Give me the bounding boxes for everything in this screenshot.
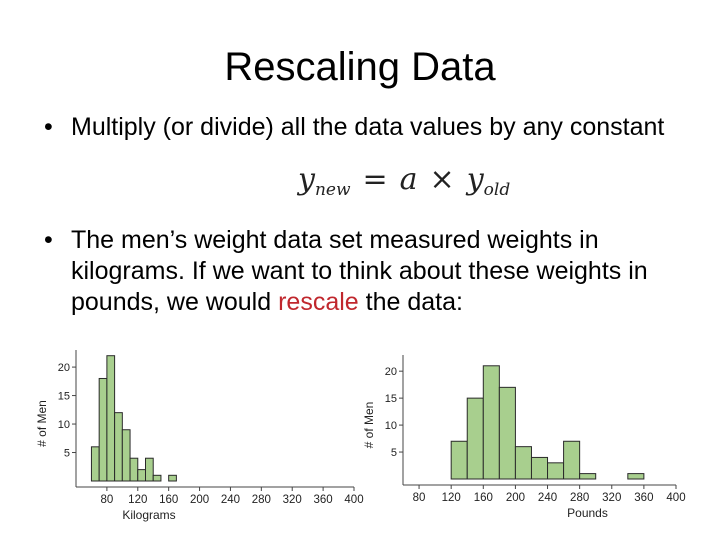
- x-tick-label: 360: [634, 492, 653, 504]
- x-tick-label: 120: [128, 494, 147, 506]
- y-tick-label: 5: [391, 447, 397, 459]
- x-tick-label: 200: [506, 492, 525, 504]
- histogram-bar: [98, 377, 108, 482]
- y-axis-label: # of Men: [362, 402, 376, 449]
- y-tick-label: 20: [58, 362, 70, 374]
- formula-lhs: y: [298, 162, 315, 197]
- x-tick-label: 400: [344, 494, 363, 506]
- histogram-bar: [137, 469, 147, 482]
- x-tick-label: 120: [442, 492, 461, 504]
- x-tick-label: 280: [570, 492, 589, 504]
- pounds-histogram: 5 10 15 20 80 120 160 200 240 280 320 360 400 Pounds #…: [362, 355, 686, 520]
- y-tick-label: 15: [385, 393, 397, 405]
- histogram-bar: [450, 440, 468, 480]
- x-tick-label: 280: [252, 494, 271, 506]
- histogram-bar: [106, 355, 116, 482]
- x-tick-label: 200: [190, 494, 209, 506]
- y-tick-label: 10: [58, 419, 70, 431]
- histogram-bar: [145, 457, 154, 482]
- formula-lhs-sub: new: [314, 180, 351, 200]
- x-tick-label: 400: [666, 492, 685, 504]
- bullet-text-pre: The men’s weight data set measured weigh…: [71, 226, 648, 316]
- histogram-bar: [627, 473, 645, 480]
- bullet-text: Multiply (or divide) all the data values…: [71, 113, 665, 141]
- bullet-text: The men’s weight data set measured weigh…: [71, 225, 696, 318]
- x-tick-label: 160: [474, 492, 493, 504]
- y-tick-label: 15: [58, 391, 70, 403]
- y-axis-label: # of Men: [35, 400, 49, 447]
- bullet-multiply: • Multiply (or divide) all the data valu…: [44, 112, 684, 182]
- y-tick-label: 5: [64, 448, 70, 460]
- x-tick-label: 80: [413, 492, 426, 504]
- x-tick-label: 320: [602, 492, 621, 504]
- rescale-formula: ynew = a × yold: [298, 160, 510, 210]
- x-tick-label: 240: [538, 492, 557, 504]
- histogram-bar: [129, 457, 139, 482]
- x-tick-label: 320: [283, 494, 302, 506]
- y-tick-label: 20: [385, 366, 397, 378]
- formula-times: ×: [429, 162, 455, 197]
- bullet-marker: •: [44, 226, 53, 254]
- histogram-bar: [168, 474, 177, 482]
- histogram-bar: [547, 462, 565, 480]
- formula-rhs-sub: old: [483, 180, 511, 200]
- rescale-highlight: rescale: [278, 288, 359, 316]
- slide-title: Rescaling Data: [224, 45, 496, 89]
- bullet-marker: •: [44, 113, 53, 141]
- histogram-bar: [579, 473, 597, 480]
- bullet-rescale: • The men’s weight data set measured wei…: [44, 225, 694, 325]
- histogram-bar: [514, 446, 532, 480]
- formula-coef: a: [399, 162, 418, 197]
- histogram-bar: [152, 474, 162, 482]
- histogram-bar: [114, 412, 123, 482]
- histogram-bar: [466, 397, 484, 480]
- bullet-text-post: the data:: [358, 288, 463, 316]
- x-tick-label: 360: [314, 494, 333, 506]
- x-axis-label: Pounds: [567, 506, 608, 520]
- formula-equals: =: [362, 162, 388, 197]
- x-tick-label: 160: [159, 494, 178, 506]
- x-tick-label: 240: [221, 494, 240, 506]
- x-axis-label: Kilograms: [122, 508, 175, 522]
- y-tick-label: 10: [385, 420, 397, 432]
- x-tick-label: 80: [100, 494, 113, 506]
- histogram-bar: [530, 456, 549, 480]
- histogram-bar: [498, 386, 516, 480]
- histogram-bar: [121, 429, 131, 482]
- histogram-bar: [563, 440, 581, 480]
- kilograms-histogram: 5 10 15 20 80 120 160 200 240 280 320 360 400 Kilogra…: [35, 350, 364, 522]
- histogram-bar: [90, 446, 100, 482]
- formula-rhs: y: [466, 162, 484, 197]
- histogram-bar: [482, 365, 500, 480]
